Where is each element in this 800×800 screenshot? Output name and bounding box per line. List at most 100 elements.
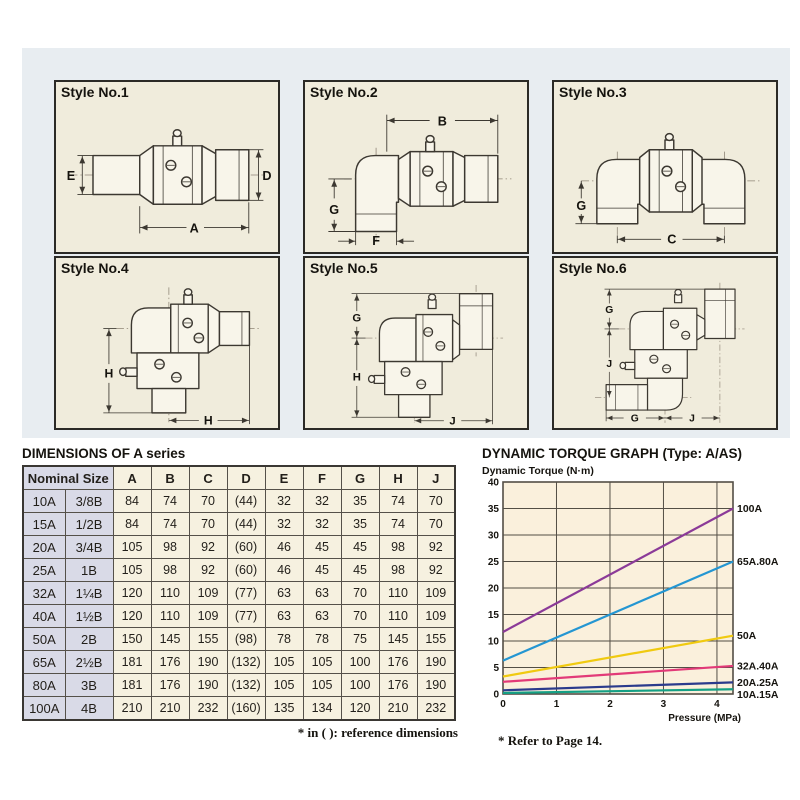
dim-label-G: G [352, 313, 361, 325]
style-drawing-1: E D A [67, 129, 272, 235]
value-cell: 110 [378, 604, 418, 628]
series-line-10A.15A [502, 688, 734, 695]
bolt-icon [180, 176, 193, 188]
y-tick-label: 20 [488, 584, 500, 595]
table-row: 40A 1½B 120 110 109 (77) 63 63 70 110 109 [22, 604, 456, 628]
series-line-100A [502, 507, 734, 633]
size-cell: 10A [22, 489, 66, 513]
dimension-bottom: J [414, 349, 494, 426]
dim-label-H: H [105, 366, 114, 380]
joint-body [170, 303, 209, 354]
x-tick-label: 1 [554, 699, 560, 710]
dim-label-D: D [262, 169, 271, 183]
style-drawing-3: G C [575, 132, 761, 247]
joint-assembly [92, 129, 250, 205]
table-row: 10A 3/8B 84 74 70 (44) 32 32 35 74 70 [22, 489, 456, 513]
dimension-bottom: C [616, 233, 725, 247]
value-cell: 120 [340, 696, 380, 721]
value-cell: 98 [378, 558, 418, 582]
table-row: 100A 4B 210 210 232 (160) 135 134 120 210 232 [22, 696, 456, 721]
hex-nut [218, 311, 251, 347]
bottom-pipe [151, 387, 187, 414]
size-cell: 20A [22, 535, 66, 559]
value-cell: 32 [302, 512, 342, 536]
style-label-2: Style No.2 [310, 84, 378, 100]
value-cell: 98 [150, 558, 190, 582]
bolt-icon [154, 358, 165, 370]
size-cell: 3/4B [64, 535, 114, 559]
value-cell: (77) [226, 581, 266, 605]
y-tick-label: 40 [488, 478, 500, 489]
size-cell: 3/8B [64, 489, 114, 513]
hex-nut [605, 384, 649, 411]
dim-label-G: G [605, 305, 613, 316]
value-cell: 181 [112, 650, 152, 674]
lower-body [136, 352, 200, 390]
value-cell: 150 [112, 627, 152, 651]
value-cell: 98 [378, 535, 418, 559]
value-cell: 145 [150, 627, 190, 651]
bolt-icon [674, 181, 687, 193]
diagram-board: Style No.1 E [22, 48, 790, 438]
column-header: C [188, 465, 228, 490]
value-cell: 105 [302, 673, 342, 697]
table-row: 15A 1/2B 84 74 70 (44) 32 32 35 74 70 [22, 512, 456, 536]
style-drawing-5: G H J [351, 284, 504, 426]
bolt-icon [182, 317, 193, 329]
value-cell: 109 [416, 604, 456, 628]
joint-assembly [596, 132, 746, 225]
bolt-icon [681, 330, 691, 340]
value-cell: 92 [416, 535, 456, 559]
torque-section: DYNAMIC TORQUE GRAPH (Type: A/AS) Dynami… [482, 446, 800, 749]
grease-nipple-icon [664, 132, 675, 151]
hex-nut [458, 293, 494, 351]
elbow [354, 154, 400, 233]
value-cell: 63 [302, 581, 342, 605]
value-cell: 78 [264, 627, 304, 651]
dim-label-A: A [190, 221, 199, 235]
series-line-50A [502, 634, 734, 678]
value-cell: 70 [340, 604, 380, 628]
dimension-bottom: A [139, 202, 250, 235]
elbow [691, 158, 746, 225]
value-cell: (60) [226, 535, 266, 559]
value-cell: 110 [150, 581, 190, 605]
value-cell: 110 [378, 581, 418, 605]
bottom-pipe [397, 394, 431, 418]
dimension-left: G [328, 178, 356, 232]
grease-nipple-icon [183, 288, 193, 305]
bolt-icon [165, 159, 177, 171]
bolt-icon [662, 364, 672, 374]
y-tick-label: 10 [488, 637, 500, 648]
hex-nut [704, 288, 736, 340]
value-cell: 105 [264, 673, 304, 697]
size-cell: 1½B [64, 604, 114, 628]
value-cell: 210 [150, 696, 190, 721]
table-footnote: * in ( ): reference dimensions [297, 725, 458, 740]
value-cell: 84 [112, 512, 152, 536]
style-drawing-6: G J G J [594, 282, 745, 425]
value-cell: 84 [112, 489, 152, 513]
size-cell: 32A [22, 581, 66, 605]
y-tick-label: 30 [488, 531, 500, 542]
value-cell: 145 [378, 627, 418, 651]
joint-body [409, 150, 454, 207]
bolt-icon [422, 165, 434, 177]
dimension-left: J [604, 328, 619, 398]
dim-label-J: J [606, 359, 612, 370]
value-cell: (44) [226, 512, 266, 536]
torque-chart-svg: 0 5 10 15 20 25 30 35 40 0 1 2 3 4 100A 65A.80A 50A 32A.4… [488, 478, 779, 725]
value-cell: 190 [416, 673, 456, 697]
value-cell: 63 [264, 581, 304, 605]
column-header: H [378, 465, 418, 490]
value-cell: 45 [302, 535, 342, 559]
dim-label-G: G [576, 199, 586, 213]
value-cell: 105 [112, 558, 152, 582]
value-cell: 74 [378, 512, 418, 536]
y-tick-label: 0 [493, 690, 499, 701]
value-cell: 135 [264, 696, 304, 721]
value-cell: 190 [416, 650, 456, 674]
dim-label-E: E [67, 169, 75, 183]
lower-body [634, 349, 688, 379]
joint-assembly [605, 288, 736, 411]
